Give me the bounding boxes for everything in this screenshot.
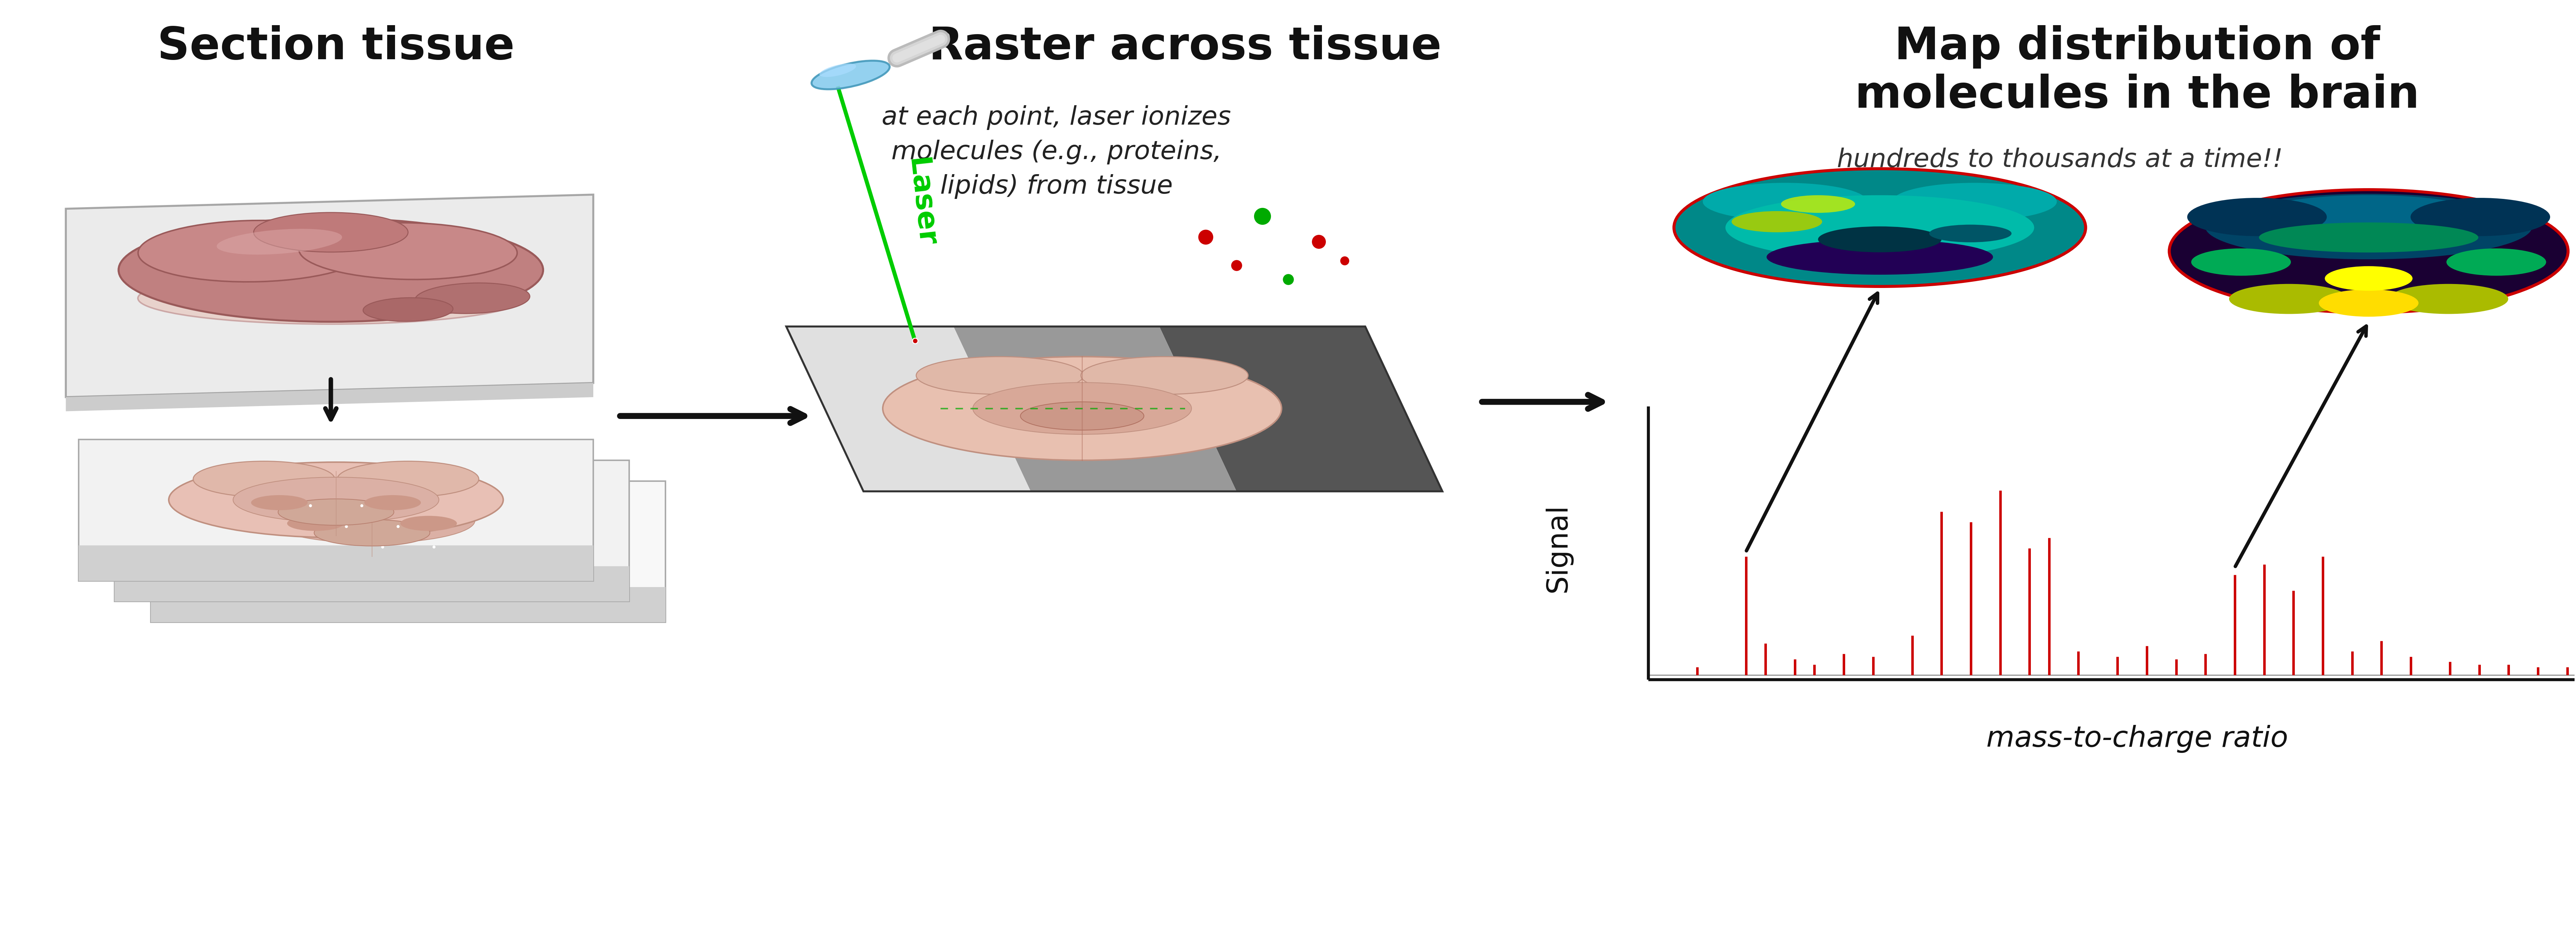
FancyBboxPatch shape: [80, 439, 592, 581]
Ellipse shape: [299, 223, 518, 280]
Ellipse shape: [363, 298, 453, 321]
Text: mass-to-charge ratio: mass-to-charge ratio: [1986, 725, 2287, 753]
Ellipse shape: [2447, 249, 2545, 276]
Ellipse shape: [250, 495, 307, 510]
Ellipse shape: [265, 503, 407, 539]
Polygon shape: [67, 195, 592, 397]
Ellipse shape: [304, 519, 510, 564]
Ellipse shape: [1703, 182, 1868, 220]
Ellipse shape: [1726, 196, 2035, 260]
Ellipse shape: [268, 498, 474, 543]
Ellipse shape: [435, 537, 492, 552]
Ellipse shape: [1020, 402, 1144, 430]
Ellipse shape: [2192, 249, 2290, 276]
Ellipse shape: [2205, 194, 2532, 259]
Ellipse shape: [286, 516, 343, 531]
Ellipse shape: [1674, 169, 2087, 286]
Ellipse shape: [2411, 198, 2550, 236]
Ellipse shape: [2239, 195, 2499, 247]
Ellipse shape: [322, 537, 379, 552]
Ellipse shape: [278, 499, 394, 525]
Ellipse shape: [2318, 289, 2419, 317]
Text: Section tissue: Section tissue: [157, 26, 515, 68]
Ellipse shape: [884, 356, 1283, 460]
Ellipse shape: [139, 272, 523, 324]
Ellipse shape: [170, 462, 502, 538]
Text: Laser: Laser: [902, 157, 940, 249]
Ellipse shape: [363, 495, 420, 510]
FancyBboxPatch shape: [152, 481, 665, 622]
Ellipse shape: [1780, 196, 1855, 213]
FancyBboxPatch shape: [116, 460, 629, 602]
Ellipse shape: [415, 283, 531, 314]
Ellipse shape: [374, 482, 515, 518]
Text: hundreds to thousands at a time!!: hundreds to thousands at a time!!: [1837, 147, 2282, 172]
Ellipse shape: [1819, 227, 1942, 252]
Ellipse shape: [337, 461, 479, 497]
Ellipse shape: [819, 63, 855, 77]
Ellipse shape: [917, 356, 1084, 394]
FancyBboxPatch shape: [152, 587, 665, 622]
Ellipse shape: [1731, 211, 1821, 232]
Text: Map distribution of
molecules in the brain: Map distribution of molecules in the bra…: [1855, 26, 2419, 117]
Ellipse shape: [410, 503, 551, 539]
Text: Signal: Signal: [1543, 504, 1571, 593]
FancyBboxPatch shape: [116, 566, 629, 602]
Ellipse shape: [399, 516, 456, 531]
Ellipse shape: [1929, 225, 2012, 242]
Ellipse shape: [2228, 284, 2349, 314]
Ellipse shape: [252, 213, 407, 252]
Ellipse shape: [811, 60, 889, 89]
Ellipse shape: [350, 541, 466, 567]
Ellipse shape: [1893, 182, 2056, 220]
Ellipse shape: [139, 220, 368, 282]
Polygon shape: [786, 326, 1030, 491]
FancyBboxPatch shape: [80, 545, 592, 581]
Ellipse shape: [1767, 239, 1994, 275]
Ellipse shape: [2388, 284, 2509, 314]
Ellipse shape: [118, 218, 544, 322]
Ellipse shape: [314, 520, 430, 546]
Ellipse shape: [240, 504, 574, 579]
Ellipse shape: [229, 482, 371, 518]
Ellipse shape: [2169, 190, 2568, 313]
Ellipse shape: [974, 383, 1193, 435]
Ellipse shape: [2324, 266, 2414, 291]
Polygon shape: [67, 383, 592, 411]
Ellipse shape: [204, 483, 538, 558]
Ellipse shape: [2259, 222, 2478, 252]
Ellipse shape: [193, 461, 335, 497]
Ellipse shape: [216, 229, 343, 254]
Ellipse shape: [232, 477, 438, 523]
Polygon shape: [1159, 326, 1443, 491]
Ellipse shape: [1082, 356, 1249, 394]
Text: Raster across tissue: Raster across tissue: [930, 26, 1443, 68]
Polygon shape: [953, 326, 1236, 491]
Text: at each point, laser ionizes
molecules (e.g., proteins,
lipids) from tissue: at each point, laser ionizes molecules (…: [881, 105, 1231, 198]
Ellipse shape: [2187, 198, 2326, 236]
